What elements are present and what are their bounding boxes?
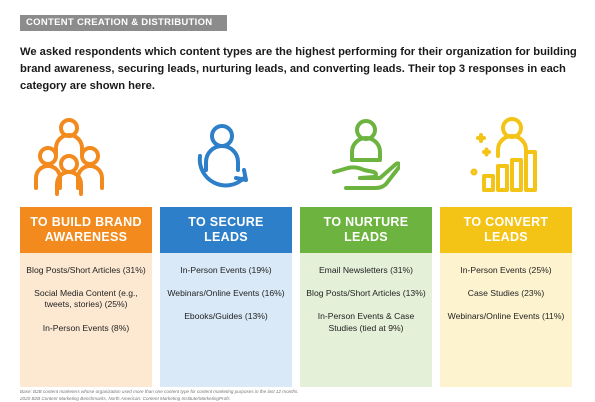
column-title-line2: LEADS — [484, 230, 528, 244]
column-body: Blog Posts/Short Articles (31%) Social M… — [20, 253, 152, 387]
intro-paragraph: We asked respondents which content types… — [20, 46, 577, 92]
list-item: Ebooks/Guides (13%) — [184, 311, 268, 322]
person-bar-chart-icon — [470, 117, 537, 192]
list-item: Webinars/Online Events (16%) — [167, 288, 285, 299]
column-title-line1: TO NURTURE — [323, 215, 409, 229]
column-header: TO NURTURE LEADS — [300, 207, 432, 253]
list-item: In-Person Events (25%) — [460, 265, 552, 275]
column-title-line2: LEADS — [204, 230, 248, 244]
column-body: In-Person Events (19%) Webinars/Online E… — [160, 253, 292, 387]
column-title-line2: AWARENESS — [44, 230, 128, 244]
column-title-line1: TO CONVERT — [463, 215, 549, 229]
column-convert-leads: TO CONVERT LEADS In-Person Events (25%) … — [440, 207, 572, 387]
column-title-line1: TO SECURE — [188, 215, 264, 229]
people-group-icon — [34, 118, 104, 196]
list-item: Email Newsletters (31%) — [318, 265, 414, 275]
section-tag: CONTENT CREATION & DISTRIBUTION — [20, 15, 227, 31]
footnote-base: Base: B2B content marketers whose organi… — [20, 389, 299, 394]
person-circular-arrow-icon — [197, 124, 248, 188]
footnote-source: 2020 B2B Content Marketing Benchmarks, N… — [20, 396, 230, 401]
list-item: In-Person Events (8%) — [42, 322, 130, 333]
list-item: Social Media Content (e.g., tweets, stor… — [34, 288, 138, 310]
column-header: TO BUILD BRAND AWARENESS — [20, 207, 152, 253]
column-body: Email Newsletters (31%) Blog Posts/Short… — [300, 253, 432, 387]
list-item: Blog Posts/Short Articles (31%) — [26, 265, 146, 275]
column-title-line2: LEADS — [344, 230, 388, 244]
column-nurture-leads: TO NURTURE LEADS Email Newsletters (31%)… — [300, 207, 432, 387]
column-title-line1: TO BUILD BRAND — [30, 215, 142, 229]
list-item: In-Person Events (19%) — [180, 265, 272, 275]
column-body: In-Person Events (25%) Case Studies (23%… — [440, 253, 572, 387]
column-header: TO CONVERT LEADS — [440, 207, 572, 253]
list-item: In-Person Events & Case Studies (tied at… — [317, 311, 415, 333]
list-item: Blog Posts/Short Articles (13%) — [306, 288, 426, 299]
column-brand-awareness: TO BUILD BRAND AWARENESS Blog Posts/Shor… — [20, 207, 152, 387]
column-header: TO SECURE LEADS — [160, 207, 292, 253]
person-in-hand-icon — [332, 119, 400, 190]
column-secure-leads: TO SECURE LEADS In-Person Events (19%) W… — [160, 207, 292, 387]
list-item: Case Studies (23%) — [467, 288, 545, 299]
list-item: Webinars/Online Events (11%) — [447, 311, 565, 322]
